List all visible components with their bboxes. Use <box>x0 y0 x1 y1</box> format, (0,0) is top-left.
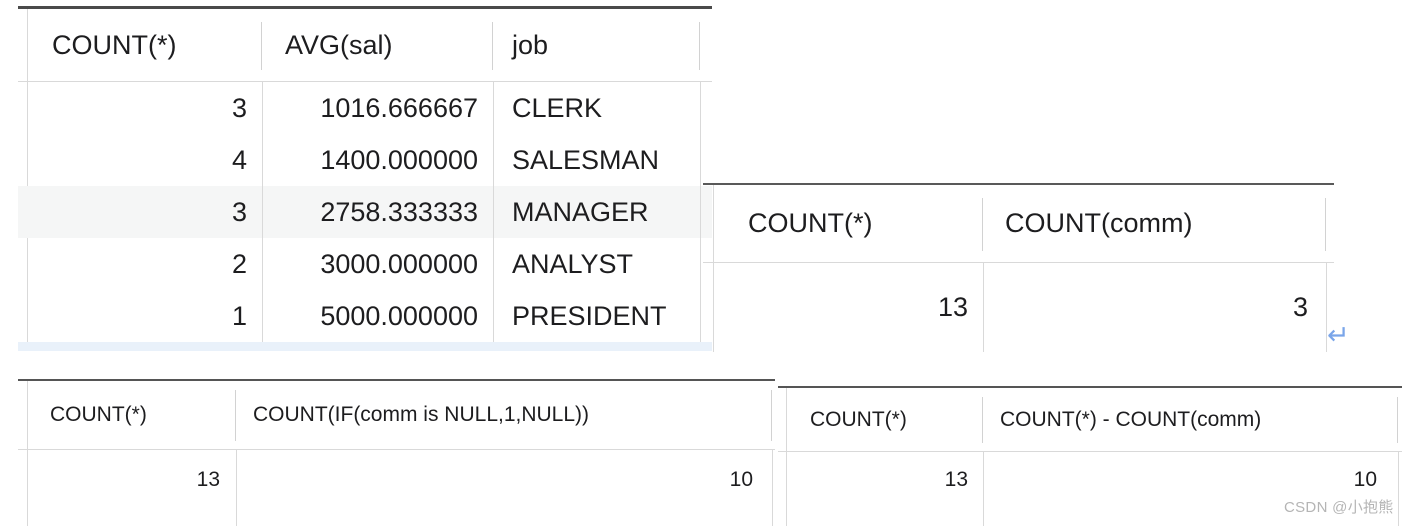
table-cell[interactable]: 4 <box>231 144 247 175</box>
table-right-border <box>700 82 701 342</box>
table-cell[interactable]: SALESMAN <box>512 144 660 175</box>
table-cell[interactable]: 2758.333333 <box>320 196 478 227</box>
table-cell[interactable]: PRESIDENT <box>512 300 667 331</box>
table-cell[interactable]: 1 <box>231 300 247 331</box>
table-cell[interactable]: 13 <box>937 292 968 322</box>
table-cell[interactable]: 3 <box>231 92 247 123</box>
column-header[interactable]: AVG(sal) <box>262 9 493 81</box>
header-row: COUNT(*) COUNT(IF(comm is NULL,1,NULL)) <box>18 381 775 449</box>
table-left-border <box>713 185 714 352</box>
column-divider <box>236 450 237 526</box>
table-cell[interactable]: 3 <box>1292 292 1308 322</box>
table-right-border <box>772 450 773 526</box>
header-divider <box>703 262 1334 263</box>
column-divider <box>493 82 494 342</box>
table-left-border <box>27 381 28 526</box>
table-cell[interactable]: 3000.000000 <box>320 248 478 279</box>
table-cell[interactable]: 13 <box>196 468 220 491</box>
table-row[interactable]: 13 10 <box>778 452 1402 526</box>
table-cell[interactable]: MANAGER <box>512 196 649 227</box>
column-header[interactable]: COUNT(comm) <box>983 185 1326 262</box>
column-header[interactable]: COUNT(*) <box>27 381 236 449</box>
column-header[interactable]: COUNT(*) <box>27 9 262 81</box>
column-header[interactable]: COUNT(*) - COUNT(comm) <box>983 388 1398 451</box>
column-header[interactable]: COUNT(*) <box>713 185 983 262</box>
table-left-border <box>786 388 787 526</box>
column-divider <box>983 263 984 352</box>
table-cell[interactable]: 3 <box>231 196 247 227</box>
table-cell[interactable]: 1400.000000 <box>320 144 478 175</box>
column-header[interactable]: job <box>493 9 700 81</box>
header-divider <box>18 81 712 82</box>
result-table-count-if-comm-null: COUNT(*) COUNT(IF(comm is NULL,1,NULL)) … <box>18 379 775 528</box>
column-header[interactable]: COUNT(*) <box>786 388 983 451</box>
column-divider <box>262 82 263 342</box>
table-cell[interactable]: ANALYST <box>512 248 634 279</box>
table-right-border <box>1398 452 1399 526</box>
table-row[interactable]: 13 10 <box>18 450 775 526</box>
table-row[interactable]: 13 3 <box>703 263 1334 352</box>
table-row[interactable]: 2 3000.000000 ANALYST <box>18 238 712 290</box>
table-right-border <box>1326 263 1327 352</box>
header-row: COUNT(*) COUNT(comm) <box>703 185 1334 262</box>
header-row: COUNT(*) AVG(sal) job <box>18 9 712 81</box>
column-header[interactable]: COUNT(IF(comm is NULL,1,NULL)) <box>236 381 772 449</box>
table-row-highlighted[interactable]: 3 2758.333333 MANAGER <box>18 186 712 238</box>
table-cell[interactable]: CLERK <box>512 92 603 123</box>
partial-next-row <box>18 342 712 351</box>
watermark: CSDN @小抱熊 <box>1284 499 1394 516</box>
paragraph-return-mark: ↵ <box>1327 320 1350 350</box>
table-row[interactable]: 3 1016.666667 CLERK <box>18 82 712 134</box>
table-cell[interactable]: 10 <box>1353 468 1377 491</box>
table-cell[interactable]: 1016.666667 <box>320 92 478 123</box>
result-table-count-minus-count-comm: COUNT(*) COUNT(*) - COUNT(comm) 13 10 <box>778 386 1402 528</box>
header-row: COUNT(*) COUNT(*) - COUNT(comm) <box>778 388 1402 451</box>
header-divider <box>18 449 775 450</box>
table-left-border <box>27 9 28 351</box>
table-cell[interactable]: 2 <box>231 248 247 279</box>
table-cell[interactable]: 13 <box>944 468 968 491</box>
result-table-count-comm: COUNT(*) COUNT(comm) 13 3 <box>703 183 1334 354</box>
table-row[interactable]: 4 1400.000000 SALESMAN <box>18 134 712 186</box>
table-cell[interactable]: 10 <box>729 468 753 491</box>
header-divider <box>778 451 1402 452</box>
result-table-avg-sal-by-job: COUNT(*) AVG(sal) job 3 1016.666667 CLER… <box>18 6 712 354</box>
column-divider <box>983 452 984 526</box>
table-cell[interactable]: 5000.000000 <box>320 300 478 331</box>
table-row[interactable]: 1 5000.000000 PRESIDENT <box>18 290 712 342</box>
